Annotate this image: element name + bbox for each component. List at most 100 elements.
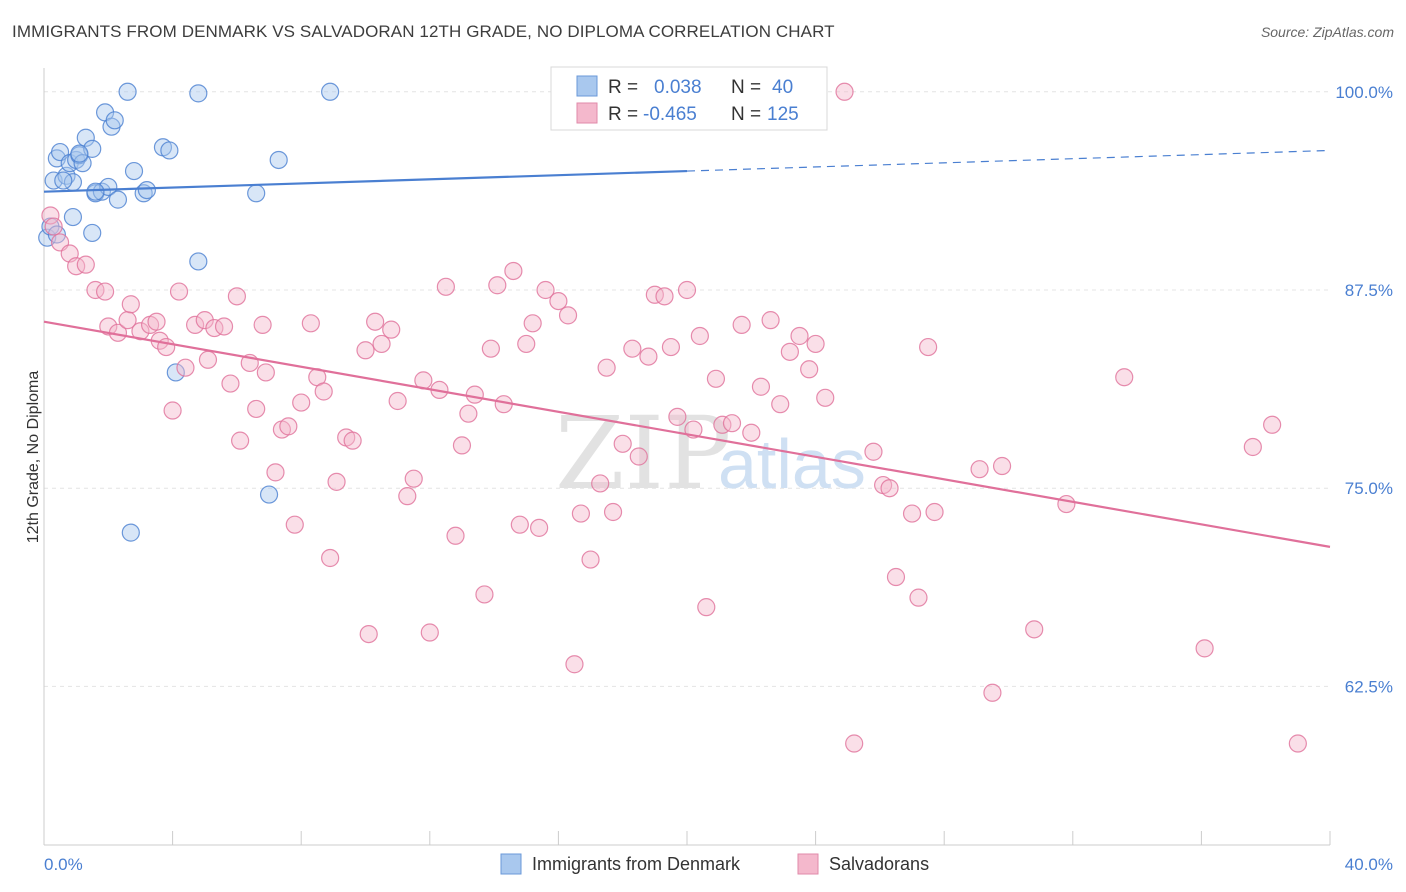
denmark-point-24 bbox=[247, 184, 266, 203]
denmark-point-32 bbox=[121, 523, 140, 542]
salvadoran-point-109 bbox=[902, 504, 922, 523]
salvadoran-point-61 bbox=[481, 339, 500, 358]
salvadoran-point-44 bbox=[356, 341, 375, 360]
denmark-point-26 bbox=[321, 82, 340, 101]
salvadoran-point-51 bbox=[404, 469, 423, 488]
salvadoran-point-118 bbox=[1115, 368, 1134, 387]
salvadoran-point-47 bbox=[372, 334, 391, 354]
denmark-point-23 bbox=[189, 84, 208, 103]
denmark-point-18 bbox=[118, 82, 137, 101]
legend-r-value-1: 0.038 bbox=[654, 77, 702, 98]
denmark-point-30 bbox=[166, 363, 185, 382]
salvadoran-point-81 bbox=[639, 347, 658, 366]
salvadoran-point-12 bbox=[131, 322, 150, 341]
watermark: ZIP atlas bbox=[555, 395, 866, 512]
salvadoran-point-77 bbox=[603, 502, 623, 522]
series-salvadorans bbox=[41, 82, 1307, 753]
salvadoran-point-26 bbox=[227, 287, 246, 306]
salvadoran-point-107 bbox=[880, 479, 899, 498]
salvadoran-point-108 bbox=[886, 567, 906, 587]
salvadoran-point-27 bbox=[231, 431, 250, 450]
salvadoran-point-101 bbox=[806, 334, 825, 354]
salvadoran-point-70 bbox=[549, 292, 568, 311]
denmark-point-34 bbox=[70, 144, 89, 163]
salvadoran-point-89 bbox=[697, 598, 716, 617]
salvadoran-point-116 bbox=[1025, 620, 1044, 639]
salvadoran-point-50 bbox=[398, 487, 417, 506]
salvadoran-point-105 bbox=[864, 442, 883, 461]
salvadoran-point-29 bbox=[247, 399, 266, 419]
salvadoran-point-58 bbox=[459, 404, 478, 423]
salvadoran-point-72 bbox=[565, 655, 584, 674]
chart-title: IMMIGRANTS FROM DENMARK VS SALVADORAN 12… bbox=[12, 22, 835, 41]
salvadoran-point-114 bbox=[983, 683, 1002, 702]
salvadoran-point-80 bbox=[629, 447, 648, 466]
y-tick-label-0: 100.0% bbox=[1335, 83, 1393, 102]
salvadoran-point-100 bbox=[800, 360, 819, 379]
salvadoran-point-34 bbox=[279, 417, 298, 436]
salvadoran-point-11 bbox=[121, 295, 140, 314]
salvadoran-point-112 bbox=[925, 502, 944, 522]
salvadoran-point-110 bbox=[909, 588, 928, 607]
salvadoran-point-78 bbox=[613, 434, 632, 453]
legend-n-value-2: 125 bbox=[767, 104, 799, 125]
denmark-point-10 bbox=[76, 128, 95, 147]
salvadoran-point-71 bbox=[558, 306, 578, 325]
salvadoran-point-85 bbox=[668, 407, 687, 426]
trend-extension-denmark bbox=[686, 149, 1331, 172]
y-tick-label-1: 87.5% bbox=[1345, 281, 1393, 300]
y-tick-label-3: 62.5% bbox=[1345, 677, 1393, 696]
denmark-point-9 bbox=[73, 154, 92, 173]
bottom-legend-label-salvadoran: Salvadorans bbox=[829, 854, 929, 874]
salvadoran-point-120 bbox=[1243, 437, 1262, 457]
denmark-point-31 bbox=[259, 485, 279, 504]
watermark-atlas: atlas bbox=[718, 425, 866, 503]
salvadoran-point-64 bbox=[504, 261, 523, 281]
trend-line-denmark bbox=[43, 169, 688, 193]
legend-n-value-1: 40 bbox=[772, 77, 793, 98]
salvadoran-point-93 bbox=[732, 315, 751, 334]
salvadoran-point-83 bbox=[655, 287, 674, 306]
legend-r-value-2: -0.465 bbox=[643, 104, 697, 125]
salvadoran-point-45 bbox=[359, 624, 378, 644]
salvadoran-point-59 bbox=[465, 385, 484, 404]
salvadoran-point-56 bbox=[446, 526, 465, 545]
salvadoran-point-0 bbox=[41, 206, 60, 225]
salvadoran-point-24 bbox=[214, 317, 234, 336]
salvadoran-point-20 bbox=[186, 315, 205, 334]
salvadoran-point-84 bbox=[661, 337, 681, 357]
salvadoran-point-117 bbox=[1057, 494, 1076, 514]
salvadoran-point-25 bbox=[221, 374, 240, 393]
bottom-legend: Immigrants from Denmark Salvadorans bbox=[500, 853, 929, 875]
series-immigrants-from-denmark bbox=[38, 82, 340, 542]
salvadoran-point-79 bbox=[623, 339, 642, 358]
salvadoran-point-43 bbox=[343, 431, 362, 450]
salvadoran-point-46 bbox=[366, 312, 385, 331]
salvadoran-point-22 bbox=[198, 350, 218, 369]
salvadoran-point-8 bbox=[99, 317, 118, 336]
y-tick-labels: 100.0% 87.5% 75.0% 62.5% bbox=[1335, 83, 1393, 697]
watermark-zip: ZIP bbox=[555, 395, 731, 512]
bottom-legend-swatch-denmark bbox=[500, 853, 522, 875]
salvadoran-point-68 bbox=[530, 518, 549, 537]
denmark-point-29 bbox=[189, 252, 208, 271]
denmark-point-19 bbox=[124, 161, 144, 181]
salvadoran-point-98 bbox=[780, 342, 799, 361]
x-tick-label-min: 0.0% bbox=[44, 855, 83, 874]
salvadoran-point-53 bbox=[420, 623, 439, 642]
denmark-point-17 bbox=[108, 190, 128, 209]
salvadoran-point-1 bbox=[44, 217, 63, 236]
salvadoran-point-76 bbox=[597, 358, 616, 377]
salvadoran-point-32 bbox=[266, 463, 285, 482]
legend-r-label-1: R = bbox=[608, 77, 638, 98]
salvadoran-point-36 bbox=[292, 393, 311, 412]
salvadoran-point-35 bbox=[285, 515, 304, 534]
source-credit: Source: ZipAtlas.com bbox=[1260, 24, 1394, 40]
bottom-legend-swatch-salvadoran bbox=[797, 853, 819, 875]
salvadoran-point-17 bbox=[163, 401, 182, 420]
salvadoran-point-99 bbox=[790, 326, 809, 346]
salvadoran-point-69 bbox=[536, 280, 555, 300]
salvadoran-point-119 bbox=[1195, 639, 1214, 658]
denmark-point-27 bbox=[63, 207, 83, 227]
